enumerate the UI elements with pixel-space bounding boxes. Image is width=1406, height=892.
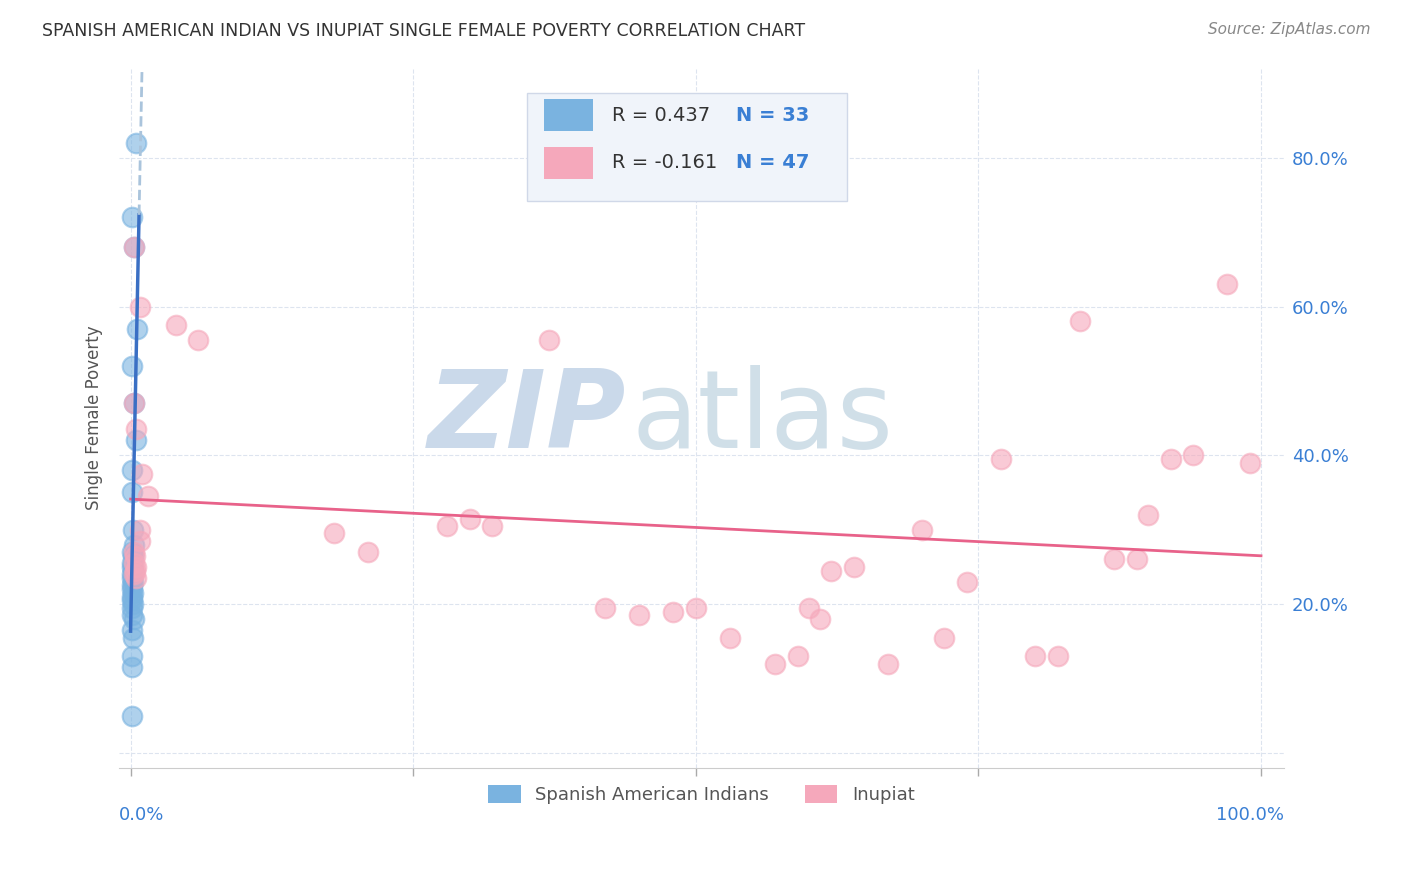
FancyBboxPatch shape <box>527 93 846 202</box>
Point <box>125 560 148 574</box>
Text: 0.0%: 0.0% <box>120 806 165 824</box>
Point <box>537 333 560 347</box>
Text: atlas: atlas <box>631 365 894 471</box>
Point <box>127 322 149 336</box>
FancyBboxPatch shape <box>544 99 593 131</box>
Point <box>121 560 143 574</box>
Point <box>786 649 808 664</box>
Text: 100.0%: 100.0% <box>1216 806 1284 824</box>
Point <box>121 545 143 559</box>
Point <box>481 519 503 533</box>
Point <box>1024 649 1046 664</box>
Point <box>128 533 150 548</box>
Point <box>121 590 143 604</box>
Point <box>842 560 865 574</box>
Point <box>121 649 143 664</box>
Point <box>122 537 145 551</box>
Text: Source: ZipAtlas.com: Source: ZipAtlas.com <box>1208 22 1371 37</box>
Point <box>436 519 458 533</box>
Point <box>121 571 143 585</box>
Point <box>121 586 143 600</box>
Point <box>990 452 1012 467</box>
Point <box>121 593 143 607</box>
Point <box>128 523 150 537</box>
Point <box>125 136 148 150</box>
Point <box>934 631 956 645</box>
Point <box>121 549 143 563</box>
Point <box>122 396 145 410</box>
Point <box>124 564 146 578</box>
Point <box>131 467 153 481</box>
Point <box>125 422 148 436</box>
Point <box>122 612 145 626</box>
Point <box>121 463 143 477</box>
Text: N = 47: N = 47 <box>737 153 810 172</box>
Point <box>718 631 741 645</box>
Point <box>122 396 145 410</box>
Point <box>121 708 143 723</box>
Text: R = 0.437: R = 0.437 <box>612 106 710 125</box>
FancyBboxPatch shape <box>544 147 593 179</box>
Point <box>121 211 143 225</box>
Point <box>121 582 143 597</box>
Point <box>1069 314 1091 328</box>
Point <box>808 612 831 626</box>
Point <box>122 545 145 559</box>
Point <box>187 333 209 347</box>
Point <box>121 578 143 592</box>
Y-axis label: Single Female Poverty: Single Female Poverty <box>86 326 103 510</box>
Point <box>797 600 820 615</box>
Point <box>662 605 685 619</box>
Point <box>121 567 143 582</box>
Point <box>1239 456 1261 470</box>
Point <box>595 600 617 615</box>
Text: N = 33: N = 33 <box>737 106 810 125</box>
Point <box>1160 452 1182 467</box>
Legend: Spanish American Indians, Inupiat: Spanish American Indians, Inupiat <box>481 777 922 811</box>
Point <box>136 489 159 503</box>
Text: ZIP: ZIP <box>427 365 626 471</box>
Point <box>121 597 143 611</box>
Point <box>125 571 148 585</box>
Point <box>820 564 842 578</box>
Point <box>1102 552 1125 566</box>
Point <box>1136 508 1159 522</box>
Text: SPANISH AMERICAN INDIAN VS INUPIAT SINGLE FEMALE POVERTY CORRELATION CHART: SPANISH AMERICAN INDIAN VS INUPIAT SINGL… <box>42 22 806 40</box>
Point <box>628 608 651 623</box>
Point <box>121 600 143 615</box>
Point <box>121 564 143 578</box>
Point <box>121 608 143 623</box>
Point <box>1216 277 1239 292</box>
Point <box>323 526 346 541</box>
Point <box>1182 448 1205 462</box>
Point <box>763 657 786 671</box>
Point <box>685 600 707 615</box>
Point <box>128 300 150 314</box>
Point <box>357 545 380 559</box>
Point <box>165 318 187 333</box>
Point <box>121 623 143 637</box>
Point <box>122 567 145 582</box>
Text: R = -0.161: R = -0.161 <box>612 153 717 172</box>
Point <box>1046 649 1069 664</box>
Point <box>125 434 148 448</box>
Point <box>121 631 143 645</box>
Point <box>124 549 146 563</box>
Point <box>121 556 143 570</box>
Point <box>122 240 145 254</box>
Point <box>121 574 143 589</box>
Point <box>1125 552 1147 566</box>
Point <box>121 660 143 674</box>
Point <box>122 556 145 570</box>
Point <box>122 240 145 254</box>
Point <box>458 511 481 525</box>
Point <box>121 485 143 500</box>
Point <box>911 523 934 537</box>
Point <box>121 523 143 537</box>
Point <box>121 359 143 373</box>
Point <box>877 657 900 671</box>
Point <box>956 574 979 589</box>
